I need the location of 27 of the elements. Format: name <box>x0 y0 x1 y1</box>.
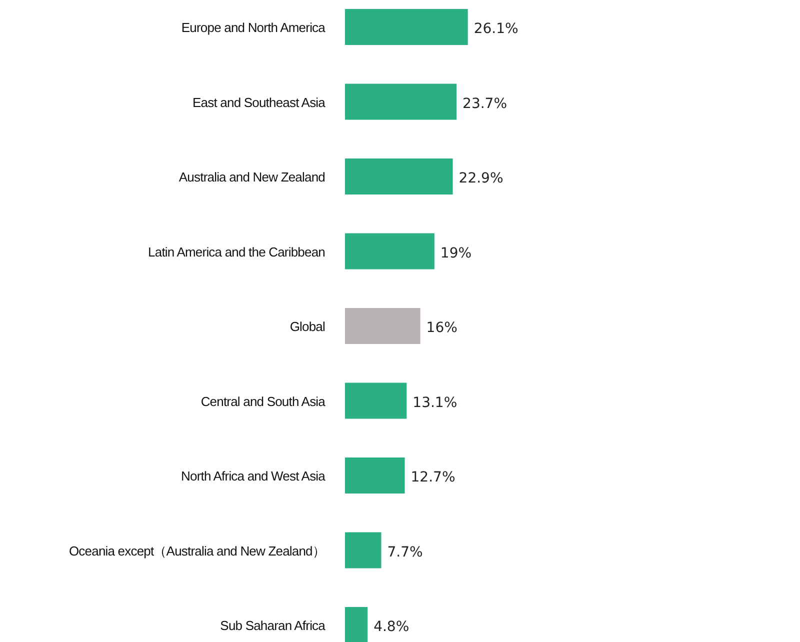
bar <box>345 84 457 120</box>
y-tick-label: Australia and New Zealand <box>178 170 326 184</box>
data-label: 13.1% <box>412 394 458 411</box>
bar <box>345 532 382 568</box>
data-label: 7.7% <box>387 544 423 560</box>
data-label: 26.1% <box>474 21 518 37</box>
y-tick-label: Oceania except（Australia and New Zealand） <box>68 543 325 558</box>
bar <box>345 308 420 344</box>
bar <box>345 382 407 419</box>
data-label: 23.7% <box>462 96 508 112</box>
data-label: 22.9% <box>458 170 504 186</box>
bar <box>345 607 368 642</box>
y-tick-label: Global <box>290 319 326 334</box>
y-tick-label: Latin America and the Caribbean <box>148 244 326 260</box>
bar <box>345 458 405 494</box>
bar <box>345 233 434 270</box>
y-tick-label: Sub Saharan Africa <box>220 618 326 633</box>
y-tick-label: East and Southeast Asia <box>192 94 326 110</box>
y-tick-label: Europe and North America <box>181 20 326 35</box>
data-label: 12.7% <box>410 470 456 486</box>
data-label: 19% <box>440 245 472 262</box>
y-tick-label: Central and South Asia <box>200 394 326 409</box>
bar <box>345 9 468 45</box>
y-tick-label: North Africa and West Asia <box>181 468 326 484</box>
data-label: 16% <box>426 320 458 336</box>
data-label: 4.8% <box>374 619 410 635</box>
bar <box>345 158 453 194</box>
